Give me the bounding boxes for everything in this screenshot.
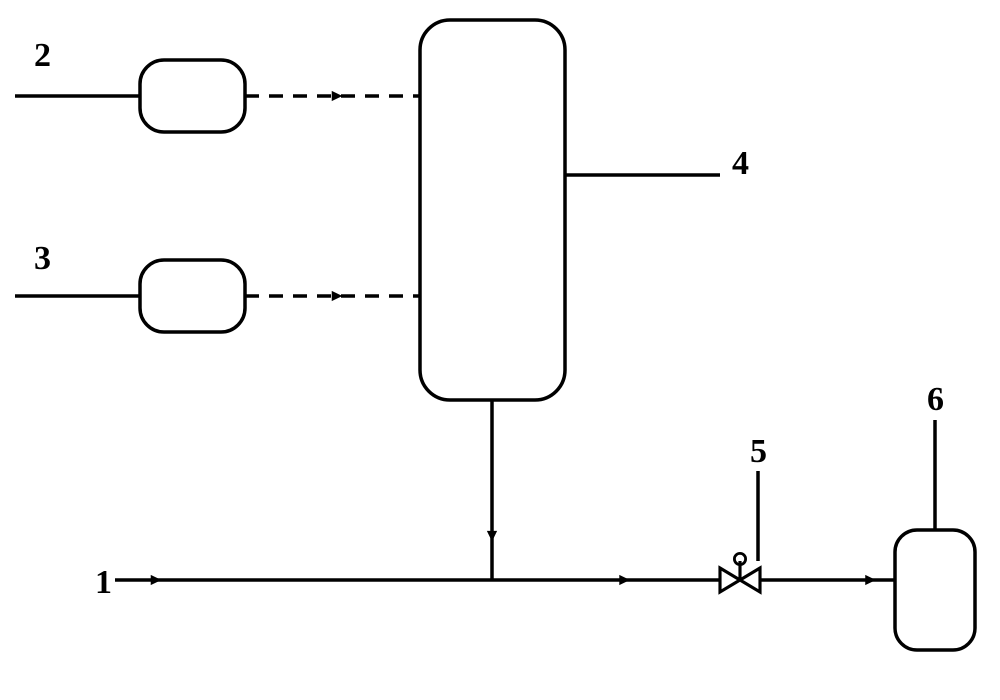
- process-flow-diagram: 1 2 3 4 5 6: [0, 0, 1000, 700]
- arrowhead: [332, 92, 341, 101]
- node-column4: [420, 20, 565, 400]
- label-6: 6: [927, 381, 944, 418]
- label-5: 5: [750, 433, 767, 470]
- label-1: 1: [95, 564, 112, 601]
- arrowhead: [488, 531, 497, 540]
- node-vessel6: [895, 530, 975, 650]
- arrowhead: [151, 576, 160, 585]
- label-2: 2: [34, 37, 51, 74]
- node-tank3: [140, 260, 245, 332]
- arrowhead: [332, 292, 341, 301]
- arrowhead: [866, 576, 875, 585]
- arrowhead: [620, 576, 629, 585]
- label-4: 4: [732, 145, 749, 182]
- node-tank2: [140, 60, 245, 132]
- label-3: 3: [34, 240, 51, 277]
